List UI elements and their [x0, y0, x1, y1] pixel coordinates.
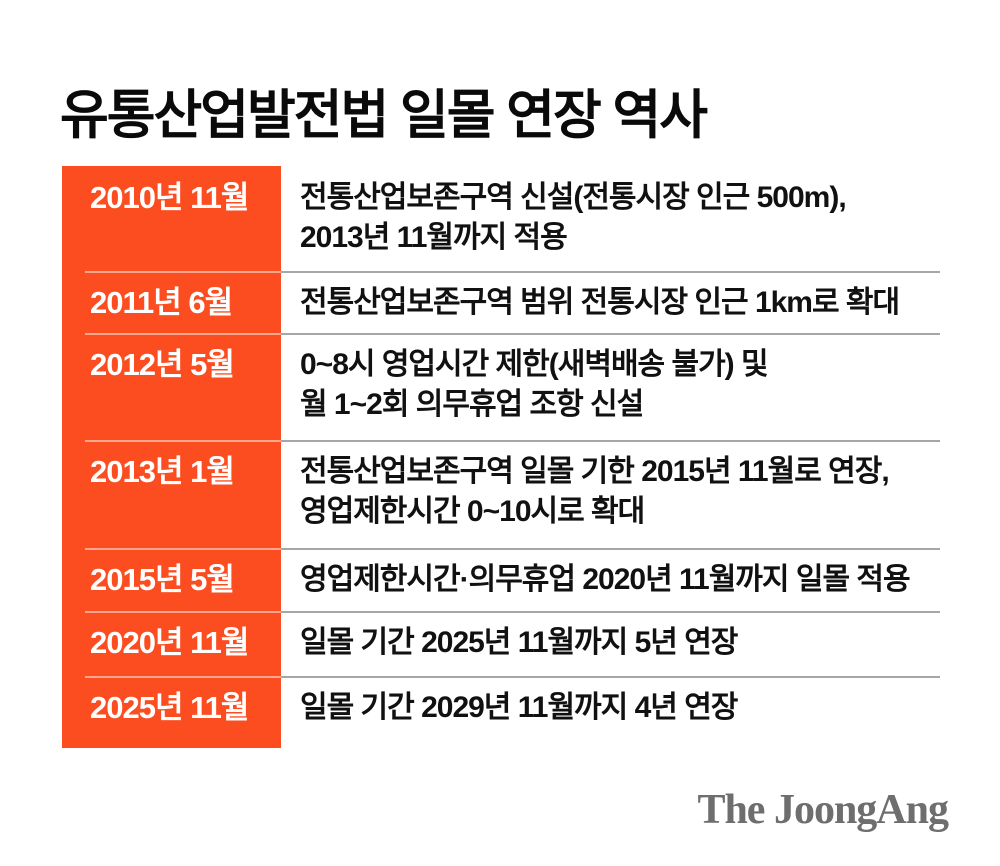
- description-line: 영업제한시간 0~10시로 확대: [300, 495, 645, 528]
- timeline-description: 0~8시 영업시간 제한(새벽배송 불가) 및 월 1~2회 의무휴업 조항 신…: [281, 333, 940, 440]
- row-separator: [85, 676, 940, 678]
- timeline-date: 2020년 11월: [62, 611, 281, 676]
- timeline-description: 전통산업보존구역 일몰 기한 2015년 11월로 연장, 영업제한시간 0~1…: [281, 440, 940, 548]
- timeline-description: 영업제한시간·의무휴업 2020년 11월까지 일몰 적용: [281, 548, 940, 611]
- description-line: 0~8시 영업시간 제한(새벽배송 불가) 및: [300, 348, 769, 381]
- table-row: 2012년 5월 0~8시 영업시간 제한(새벽배송 불가) 및 월 1~2회 …: [62, 333, 940, 440]
- description-line: 전통산업보존구역 신설(전통시장 인근 500m),: [300, 181, 847, 214]
- timeline-date: 2015년 5월: [62, 548, 281, 611]
- table-row: 2020년 11월 일몰 기간 2025년 11월까지 5년 연장: [62, 611, 940, 676]
- timeline-description: 전통산업보존구역 범위 전통시장 인근 1km로 확대: [281, 271, 940, 333]
- description-line: 2013년 11월까지 적용: [300, 221, 568, 254]
- description-line: 전통산업보존구역 범위 전통시장 인근 1km로 확대: [300, 286, 900, 319]
- table-row: 2010년 11월 전통산업보존구역 신설(전통시장 인근 500m), 201…: [62, 166, 940, 271]
- timeline-date: 2013년 1월: [62, 440, 281, 548]
- timeline-description: 전통산업보존구역 신설(전통시장 인근 500m), 2013년 11월까지 적…: [281, 166, 940, 271]
- row-separator: [85, 548, 940, 550]
- row-separator: [85, 440, 940, 442]
- page-title: 유통산업발전법 일몰 연장 역사: [60, 85, 708, 145]
- table-row: 2025년 11월 일몰 기간 2029년 11월까지 4년 연장: [62, 676, 940, 748]
- description-line: 전통산업보존구역 일몰 기한 2015년 11월로 연장,: [300, 455, 890, 488]
- description-line: 일몰 기간 2025년 11월까지 5년 연장: [300, 626, 738, 659]
- timeline-description: 일몰 기간 2025년 11월까지 5년 연장: [281, 611, 940, 676]
- description-line: 월 1~2회 의무휴업 조항 신설: [300, 388, 644, 421]
- timeline-date: 2010년 11월: [62, 166, 281, 271]
- row-separator: [85, 333, 940, 335]
- timeline-description: 일몰 기간 2029년 11월까지 4년 연장: [281, 676, 940, 748]
- timeline-date: 2012년 5월: [62, 333, 281, 440]
- description-line: 일몰 기간 2029년 11월까지 4년 연장: [300, 691, 738, 724]
- timeline-table: 2010년 11월 전통산업보존구역 신설(전통시장 인근 500m), 201…: [62, 166, 940, 748]
- description-line: 영업제한시간·의무휴업 2020년 11월까지 일몰 적용: [300, 563, 911, 596]
- table-row: 2011년 6월 전통산업보존구역 범위 전통시장 인근 1km로 확대: [62, 271, 940, 333]
- joongang-logo: The JoongAng: [697, 787, 949, 833]
- table-row: 2013년 1월 전통산업보존구역 일몰 기한 2015년 11월로 연장, 영…: [62, 440, 940, 548]
- row-separator: [85, 271, 940, 273]
- row-separator: [85, 611, 940, 613]
- timeline-date: 2011년 6월: [62, 271, 281, 333]
- table-row: 2015년 5월 영업제한시간·의무휴업 2020년 11월까지 일몰 적용: [62, 548, 940, 611]
- timeline-date: 2025년 11월: [62, 676, 281, 748]
